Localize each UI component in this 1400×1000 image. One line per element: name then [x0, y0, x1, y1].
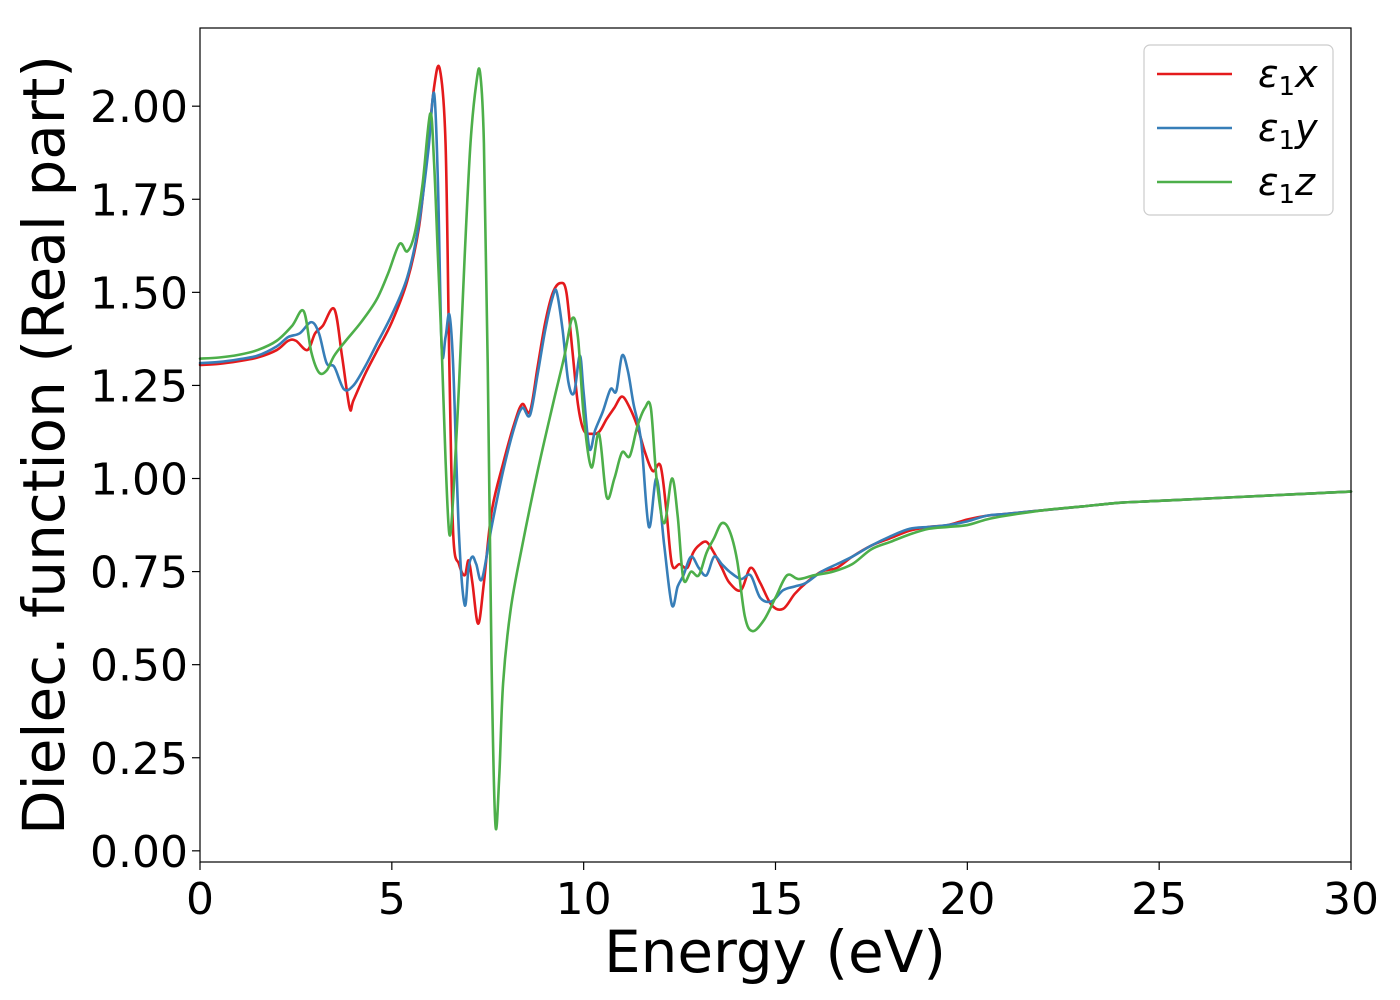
- x-tick-label: 15: [748, 874, 804, 925]
- x-tick-label: 5: [378, 874, 406, 925]
- series-line-y: [198, 91, 1353, 608]
- y-tick-label: 0.75: [90, 548, 188, 599]
- y-tick-label: 0.50: [90, 641, 188, 692]
- legend-label-z: ε1z: [1258, 160, 1316, 210]
- x-axis-label: Energy (eV): [604, 918, 946, 986]
- y-tick-label: 1.50: [90, 268, 188, 319]
- y-tick-label: 0.25: [90, 734, 188, 785]
- x-tick-label: 30: [1323, 874, 1379, 925]
- legend-frame: [1143, 44, 1334, 216]
- y-tick-label: 1.25: [90, 361, 188, 412]
- y-tick-label: 1.75: [90, 175, 188, 226]
- y-axis-label: Dielec. function (Real part): [10, 55, 78, 835]
- y-axis-ticks: 0.00 0.25 0.50 0.75 1.00 1.25 1.50 1.75 2.00: [90, 82, 200, 878]
- x-tick-label: 0: [186, 874, 214, 925]
- x-tick-label: 20: [939, 874, 995, 925]
- y-tick-label: 2.00: [90, 82, 188, 133]
- y-tick-label: 0.00: [90, 827, 188, 878]
- x-tick-label: 10: [556, 874, 612, 925]
- x-axis-ticks: 0 5 10 15 20 25 30: [186, 862, 1379, 925]
- legend-label-x: ε1x: [1258, 52, 1318, 102]
- series-line-z: [198, 67, 1353, 831]
- x-tick-label: 25: [1131, 874, 1187, 925]
- legend-label-y: ε1y: [1258, 106, 1318, 156]
- y-tick-label: 1.00: [90, 455, 188, 506]
- series-line-x: [198, 64, 1353, 626]
- series-lines: [198, 64, 1353, 831]
